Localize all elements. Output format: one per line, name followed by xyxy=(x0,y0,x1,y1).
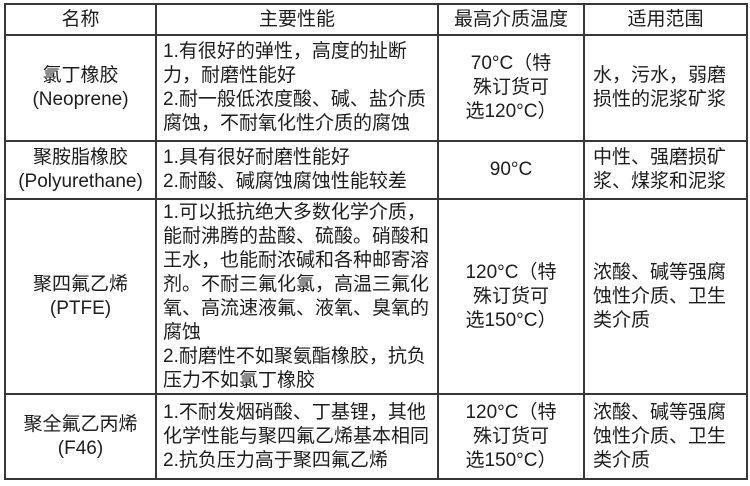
column-header-range: 适用范围 xyxy=(583,3,748,36)
performance-item: 2.耐一般低浓度酸、碱、盐介质腐蚀，不耐氧化性介质的腐蚀 xyxy=(163,89,426,134)
table-row: 氯丁橡胶 (Neoprene) 1.有很好的弹性，高度的扯断力，耐磨性能好 2.… xyxy=(4,34,748,142)
max-temp-cell: 120°C（特殊订货可选150°C） xyxy=(437,393,585,480)
applicable-range-cell: 浓酸、碱等强腐蚀性介质、卫生类介质 xyxy=(583,198,748,395)
material-name-cn: 聚胺脂橡胶 xyxy=(32,147,128,168)
max-temp-cell: 90°C xyxy=(437,140,585,200)
column-header-name: 名称 xyxy=(4,3,157,36)
performance-cell: 1.具有很好耐磨性能好 2.耐酸、碱腐蚀腐蚀性能较差 xyxy=(155,140,439,200)
max-temp-cell: 70°C（特殊订货可选120°C） xyxy=(437,34,585,142)
table-row: 聚胺脂橡胶 (Polyurethane) 1.具有很好耐磨性能好 2.耐酸、碱腐… xyxy=(4,140,748,200)
applicable-range-cell: 中性、强磨损矿浆、煤浆和泥浆 xyxy=(583,140,748,200)
material-name-en: (PTFE) xyxy=(49,297,112,319)
applicable-range-cell: 浓酸、碱等强腐蚀性介质、卫生类介质 xyxy=(583,393,748,480)
material-name-cn: 氯丁橡胶 xyxy=(42,65,119,86)
material-name-en: (F46) xyxy=(57,437,104,459)
table-row: 聚四氟乙烯 (PTFE) 1.可以抵抗绝大多数化学介质，能耐沸腾的盐酸、硫酸。硝… xyxy=(4,198,748,395)
performance-item: 2.耐磨性不如聚氨酯橡胶，抗负压力不如氯丁橡胶 xyxy=(163,345,426,391)
material-name-cell: 聚胺脂橡胶 (Polyurethane) xyxy=(4,140,157,200)
material-name-cell: 氯丁橡胶 (Neoprene) xyxy=(4,34,157,142)
material-name-cn: 聚全氟乙丙烯 xyxy=(23,413,138,435)
max-temp-cell: 120°C（特殊订货可选150°C） xyxy=(437,198,585,395)
performance-cell: 1.不耐发烟硝酸、丁基锂，其他化学性能与聚四氟乙烯基本相同 2.抗负压力高于聚四… xyxy=(155,393,439,480)
performance-item: 1.可以抵抗绝大多数化学介质，能耐沸腾的盐酸、硫酸。硝酸和王水，也能耐浓碱和各种… xyxy=(163,201,430,343)
column-header-performance: 主要性能 xyxy=(155,3,439,36)
table-header-row: 名称 主要性能 最高介质温度 适用范围 xyxy=(4,3,748,36)
material-name-cell: 聚全氟乙丙烯 (F46) xyxy=(4,393,157,480)
table-row: 聚全氟乙丙烯 (F46) 1.不耐发烟硝酸、丁基锂，其他化学性能与聚四氟乙烯基本… xyxy=(4,393,748,480)
material-name-en: (Polyurethane) xyxy=(18,171,143,192)
performance-item: 1.有很好的弹性，高度的扯断力，耐磨性能好 xyxy=(163,41,407,86)
performance-item: 2.耐酸、碱腐蚀腐蚀性能较差 xyxy=(163,171,407,192)
material-name-en: (Neoprene) xyxy=(32,89,129,110)
applicable-range-cell: 水，污水，弱磨损性的泥浆矿浆 xyxy=(583,34,748,142)
material-name-cn: 聚四氟乙烯 xyxy=(32,273,128,295)
performance-cell: 1.可以抵抗绝大多数化学介质，能耐沸腾的盐酸、硫酸。硝酸和王水，也能耐浓碱和各种… xyxy=(155,198,439,395)
material-name-cell: 聚四氟乙烯 (PTFE) xyxy=(4,198,157,395)
material-comparison-table: 名称 主要性能 最高介质温度 适用范围 氯丁橡胶 (Neoprene) 1.有很… xyxy=(4,3,748,480)
performance-item: 1.具有很好耐磨性能好 xyxy=(163,147,350,168)
performance-item: 1.不耐发烟硝酸、丁基锂，其他化学性能与聚四氟乙烯基本相同 xyxy=(163,401,430,447)
performance-item: 2.抗负压力高于聚四氟乙烯 xyxy=(163,449,388,471)
column-header-max-temp: 最高介质温度 xyxy=(437,3,585,36)
performance-cell: 1.有很好的弹性，高度的扯断力，耐磨性能好 2.耐一般低浓度酸、碱、盐介质腐蚀，… xyxy=(155,34,439,142)
